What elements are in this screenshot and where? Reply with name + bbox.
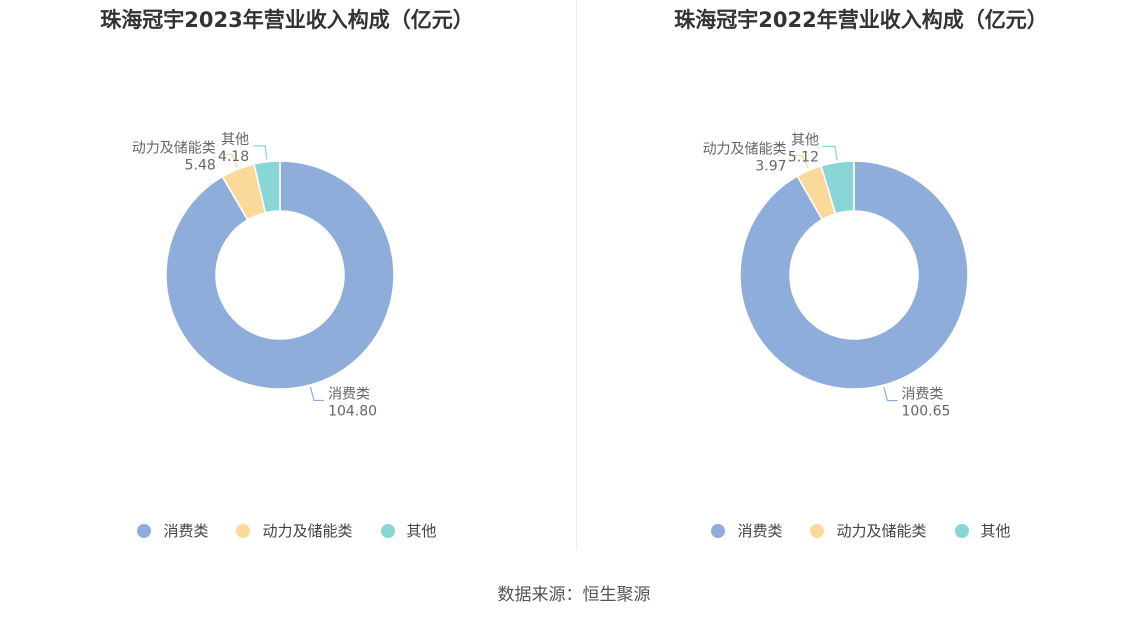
- legend-label: 消费类: [163, 522, 209, 540]
- donut-slice[interactable]: [739, 160, 969, 390]
- slice-value-label: 5.48: [185, 157, 216, 173]
- slice-value-label: 5.12: [788, 149, 819, 165]
- legend-dot-icon: [380, 523, 395, 538]
- donut-slice[interactable]: [165, 160, 395, 390]
- legend-label: 动力及储能类: [262, 522, 353, 540]
- legend-label: 其他: [406, 522, 437, 540]
- slice-value-label: 100.65: [901, 404, 950, 420]
- data-source-note: 数据来源：恒生聚源: [497, 585, 651, 605]
- label-leader-line: [883, 386, 898, 402]
- legend-item-power-storage[interactable]: 动力及储能类: [236, 520, 353, 541]
- label-leader-line: [219, 153, 238, 168]
- donut-slice[interactable]: [820, 160, 855, 215]
- legend-label: 动力及储能类: [836, 522, 927, 540]
- slice-value-label: 104.80: [328, 403, 377, 419]
- label-leader-line: [790, 155, 809, 169]
- legend-item-consumer[interactable]: 消费类: [711, 520, 782, 541]
- panel-divider: [576, 0, 577, 550]
- legend-item-other[interactable]: 其他: [380, 520, 437, 541]
- slice-category-label: 动力及储能类: [132, 140, 216, 156]
- label-leader-line: [823, 145, 838, 161]
- chart-title: 珠海冠宇2022年营业收入构成（亿元）: [674, 8, 1048, 32]
- slice-category-label: 动力及储能类: [703, 142, 787, 158]
- legend-label: 其他: [980, 522, 1011, 540]
- label-leader-line: [253, 145, 268, 160]
- chart-panel-2023: 珠海冠宇2023年营业收入构成（亿元） 消费类 104.80 动力及储能类 5.48 其…: [0, 0, 574, 555]
- donut-slice[interactable]: [253, 160, 281, 214]
- legend-item-consumer[interactable]: 消费类: [137, 520, 208, 541]
- slice-category-label: 其他: [221, 132, 249, 148]
- legend: 消费类 动力及储能类 其他: [574, 520, 1148, 541]
- legend-dot-icon: [711, 523, 726, 538]
- legend-dot-icon: [810, 523, 825, 538]
- slice-category-label: 消费类: [901, 387, 943, 403]
- slice-value-label: 4.18: [218, 149, 249, 165]
- legend-dot-icon: [236, 523, 251, 538]
- chart-panel-2022: 珠海冠宇2022年营业收入构成（亿元） 消费类 100.65 动力及储能类 3.97 其…: [574, 0, 1148, 555]
- legend-item-power-storage[interactable]: 动力及储能类: [810, 520, 927, 541]
- legend-item-other[interactable]: 其他: [954, 520, 1011, 541]
- slice-category-label: 其他: [791, 132, 819, 148]
- chart-title: 珠海冠宇2023年营业收入构成（亿元）: [100, 8, 474, 32]
- legend-dot-icon: [137, 523, 152, 538]
- legend-label: 消费类: [737, 522, 783, 540]
- legend: 消费类 动力及储能类 其他: [0, 520, 574, 541]
- label-leader-line: [309, 386, 325, 402]
- legend-dot-icon: [954, 523, 969, 538]
- slice-category-label: 消费类: [328, 386, 370, 402]
- slice-value-label: 3.97: [755, 159, 786, 175]
